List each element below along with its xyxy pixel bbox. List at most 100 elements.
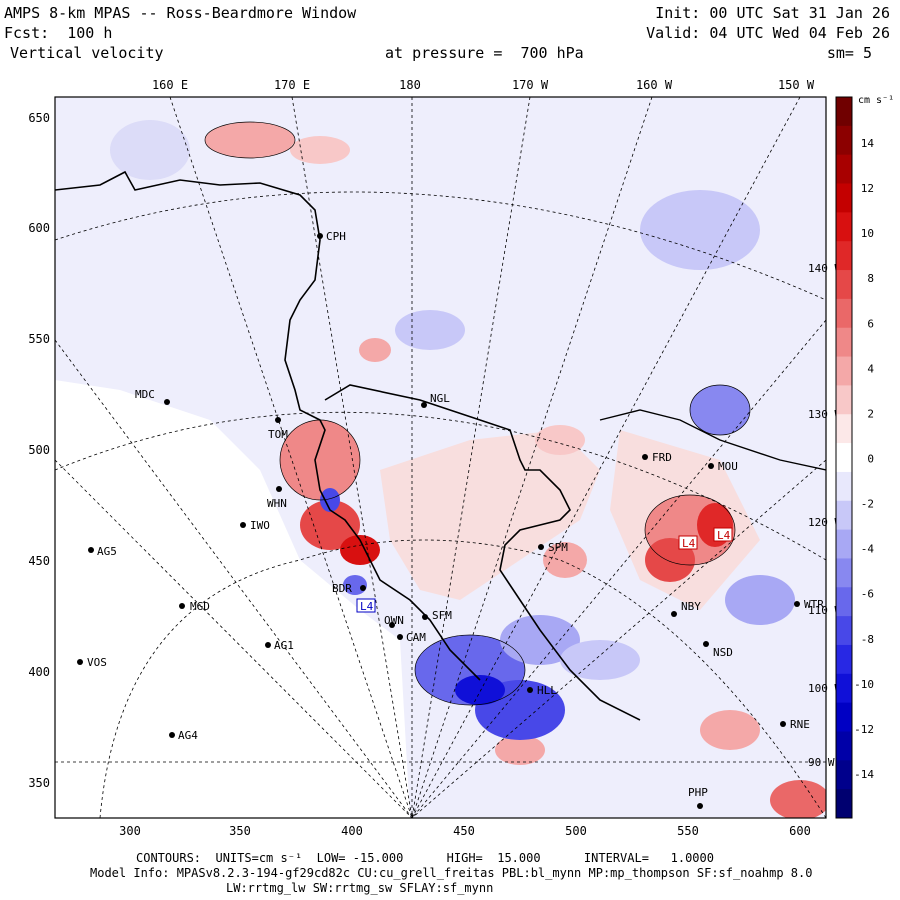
- lon-label: 180: [399, 78, 421, 92]
- station-label: HLL: [537, 684, 557, 697]
- station-label: AG1: [274, 639, 294, 652]
- colorbar-label: -6: [861, 588, 874, 601]
- contour-line: [279, 419, 361, 501]
- no-data-region: [55, 380, 410, 818]
- station-dot: [265, 642, 271, 648]
- lon-label: 100 W: [808, 682, 841, 695]
- x-tick-label: 300: [119, 824, 141, 838]
- colorbar-swatch: [836, 414, 852, 444]
- colorbar-swatch: [836, 443, 852, 473]
- colorbar-label: -8: [861, 633, 874, 646]
- negative-blob: [455, 675, 505, 705]
- positive-blob: [495, 735, 545, 765]
- x-tick-label: 550: [677, 824, 699, 838]
- y-axis: 650 600 550 500 450 400 350: [28, 111, 50, 790]
- colorbar-label: -12: [854, 723, 874, 736]
- station-dot: [389, 622, 395, 628]
- negative-blob: [560, 640, 640, 680]
- x-tick-label: 450: [453, 824, 475, 838]
- station-label: MOU: [718, 460, 738, 473]
- station-label: MGD: [190, 600, 210, 613]
- negative-blob: [500, 615, 580, 665]
- station-label: IWO: [250, 519, 270, 532]
- x-tick-label: 500: [565, 824, 587, 838]
- station-label: WTR: [804, 598, 824, 611]
- colorbar: [835, 96, 853, 819]
- station-dot: [422, 614, 428, 620]
- positive-blob: [290, 136, 350, 164]
- y-tick-label: 450: [28, 554, 50, 568]
- colorbar-swatch: [836, 558, 852, 588]
- pressure-level: at pressure = 700 hPa: [385, 44, 584, 62]
- colorbar-swatch: [836, 471, 852, 502]
- colorbar-label: -14: [854, 768, 874, 781]
- colorbar-label: 14: [861, 137, 875, 150]
- coastline: [55, 170, 481, 681]
- lon-label: 130 W: [808, 408, 841, 421]
- station-label: SFM: [432, 609, 452, 622]
- contour-line: [204, 121, 296, 159]
- colorbar-swatch: [836, 356, 852, 386]
- station-dot: [708, 463, 714, 469]
- colorbar-swatch: [836, 385, 852, 415]
- lon-label: 90 W: [808, 756, 835, 769]
- colorbar-swatch: [836, 212, 852, 242]
- stations-layer: CPH MDC NGL TOM WHN IWO AG5 MGD BDR SFM …: [77, 230, 824, 809]
- colorbar-swatch: [836, 587, 852, 617]
- negative-blob: [725, 575, 795, 625]
- station-dot: [780, 721, 786, 727]
- contour-line: [414, 634, 526, 706]
- positive-blob: [770, 780, 826, 818]
- colorbar-swatch: [836, 529, 852, 559]
- station-dot: [88, 547, 94, 553]
- positive-blob: [700, 710, 760, 750]
- colorbar-label: 10: [861, 227, 874, 240]
- meridian-line: [411, 97, 653, 818]
- ice-shelf-edge: [324, 384, 641, 721]
- positive-blob: [535, 425, 585, 455]
- station-label: PHP: [688, 786, 708, 799]
- station-label: RNE: [790, 718, 810, 731]
- negative-blob: [320, 488, 340, 512]
- meridian-line: [169, 97, 413, 818]
- station-dot: [179, 603, 185, 609]
- smoothing-label: sm= 5: [826, 44, 872, 62]
- station-dot: [421, 402, 427, 408]
- station-label: SPM: [548, 541, 568, 554]
- colorbar-label: 6: [867, 317, 874, 330]
- station-label: AG4: [178, 729, 198, 742]
- lon-label: 170 E: [274, 78, 310, 92]
- station-label: CPH: [326, 230, 346, 243]
- station-dot: [671, 611, 677, 617]
- field-layer: [55, 97, 826, 818]
- forecast-hour: Fcst: 100 h: [4, 24, 113, 42]
- low-marker-box: [356, 598, 376, 613]
- positive-blob: [280, 420, 360, 500]
- lon-label: 120 W: [808, 516, 841, 529]
- valid-time: Valid: 04 UTC Wed 04 Feb 26: [646, 24, 890, 42]
- colorbar-swatch: [836, 97, 852, 127]
- longitude-labels: 160 E 170 E 180 170 W 160 W 150 W: [152, 78, 815, 92]
- colorbar-label: 8: [867, 272, 874, 285]
- colorbar-swatch: [836, 500, 852, 531]
- colorbar-label: 4: [867, 362, 874, 375]
- positive-blob: [205, 122, 295, 158]
- colorbar-label: 0: [867, 453, 874, 466]
- lon-label: 110 W: [808, 604, 841, 617]
- y-tick-label: 650: [28, 111, 50, 125]
- station-dot: [169, 732, 175, 738]
- station-dot: [275, 417, 281, 423]
- y-tick-label: 400: [28, 665, 50, 679]
- positive-blob: [340, 535, 380, 565]
- contours-info: CONTOURS: UNITS=cm s⁻¹ LOW= -15.000 HIGH…: [136, 851, 714, 865]
- colorbar-swatch: [836, 125, 852, 156]
- map-title: AMPS 8-km MPAS -- Ross-Beardmore Window: [4, 4, 357, 22]
- coastline-east: [599, 409, 826, 471]
- high-marker: L4: [682, 537, 696, 550]
- init-time: Init: 00 UTC Sat 31 Jan 26: [655, 4, 890, 22]
- lon-label: 150 W: [778, 78, 815, 92]
- station-dot: [527, 687, 533, 693]
- station-label: CAM: [406, 631, 426, 644]
- low-marker: L4: [360, 600, 374, 613]
- station-dot: [642, 454, 648, 460]
